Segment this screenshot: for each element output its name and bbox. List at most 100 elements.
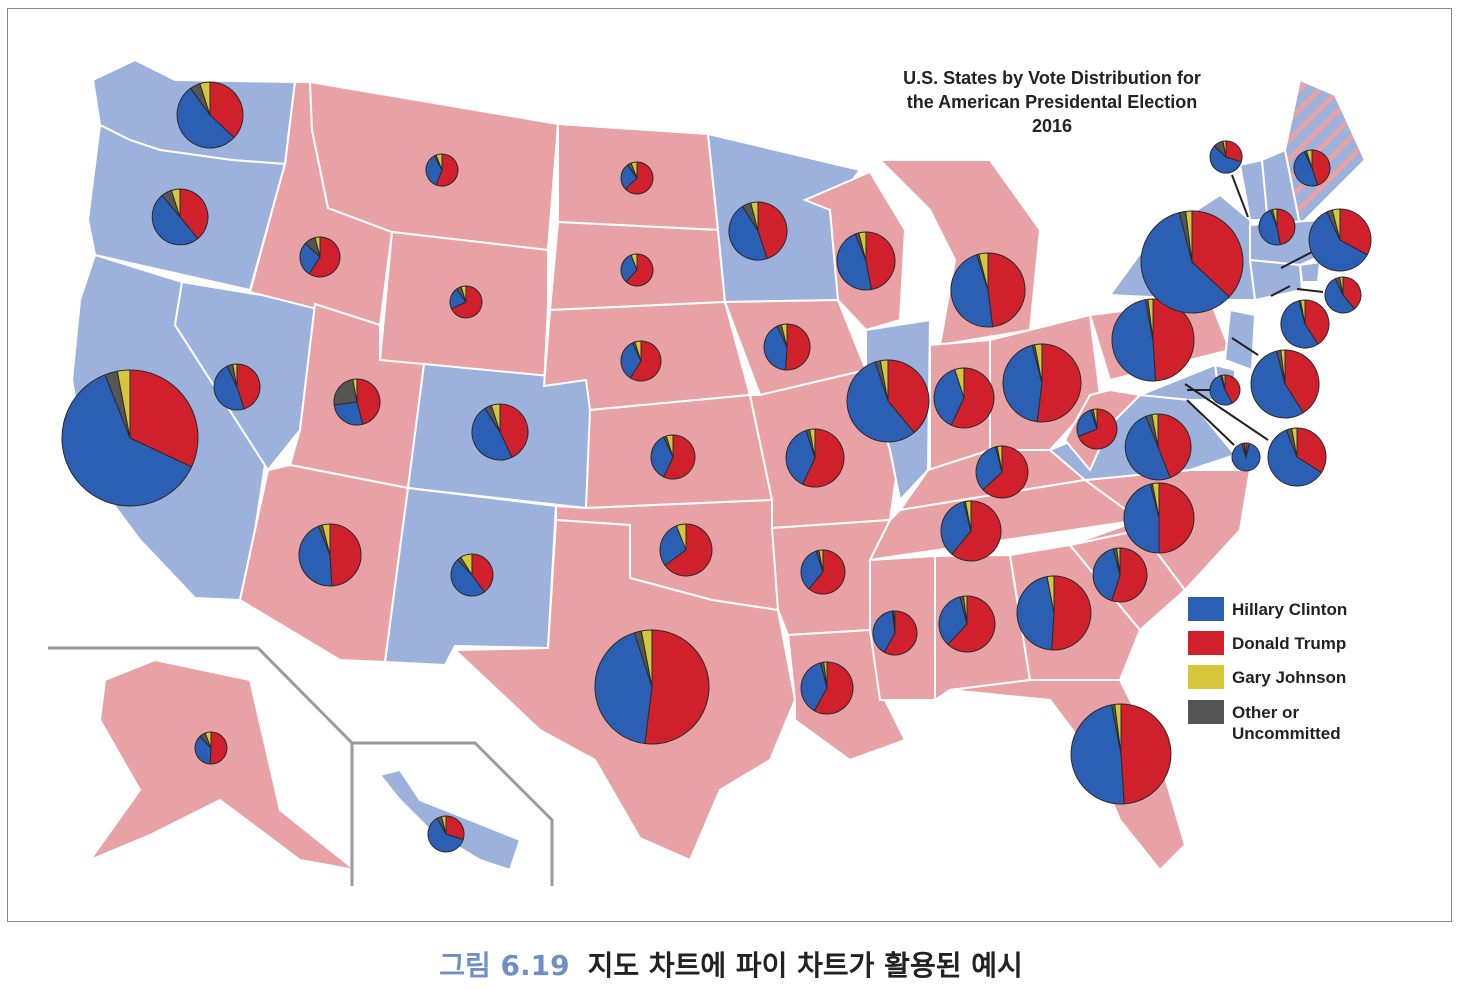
- pie-slice-ne-0: [620, 342, 642, 379]
- pie-slice-sd-0: [620, 254, 638, 283]
- pie-slice-mt-1: [435, 153, 459, 187]
- pie-nd: [620, 161, 654, 195]
- pie-nc: [1123, 482, 1195, 554]
- pie-slice-ri-2: [1339, 276, 1344, 296]
- pie-slice-ak-0: [194, 735, 212, 765]
- pie-slice-sd-2: [630, 253, 638, 271]
- pie-sd: [620, 253, 654, 287]
- legend-label-0: Hillary Clinton: [1232, 600, 1347, 619]
- title-line-2: 2016: [1032, 116, 1072, 136]
- pie-slice-or-0: [151, 194, 199, 246]
- pie-slice-vt-2: [1222, 140, 1227, 158]
- pie-slice-md-2: [1290, 427, 1298, 458]
- pie-ga: [1016, 575, 1092, 651]
- pie-slice-ar-0: [800, 550, 824, 590]
- pie-slice-sd-1: [625, 253, 654, 287]
- pie-slice-wv-2: [1092, 408, 1098, 430]
- pie-slice-ne-2: [634, 340, 642, 362]
- pie-mo: [785, 428, 845, 488]
- pie-mi: [950, 252, 1026, 328]
- pie-ar: [800, 549, 846, 595]
- pie-slice-la-0: [800, 662, 828, 712]
- state-shape-me: [1283, 78, 1367, 228]
- pie-slice-il-1: [887, 359, 930, 434]
- pie-slice-nm-1: [471, 553, 494, 593]
- pie-mn: [728, 201, 788, 261]
- pie-slice-ks-1: [662, 434, 696, 480]
- pie-slice-ky-2: [996, 445, 1003, 473]
- pie-slice-tn-0: [940, 501, 972, 555]
- pie-la: [800, 661, 854, 715]
- pie-charts: [61, 81, 1372, 853]
- pie-slice-ks-0: [650, 436, 674, 478]
- pie-slice-nm-0: [450, 558, 486, 597]
- state-shapes: [70, 58, 1367, 872]
- pie-dc: [1231, 442, 1261, 472]
- chart-title: U.S. States by Vote Distribution for the …: [903, 68, 1201, 136]
- pie-slice-id-2: [314, 236, 321, 258]
- pie-slice-ok-0: [659, 525, 687, 566]
- pie-fl: [1070, 703, 1172, 805]
- pie-slice-wa-0: [176, 87, 235, 149]
- pie-slice-ri-1: [1342, 276, 1362, 310]
- pie-slice-ky-1: [982, 445, 1029, 499]
- pie-slice-de-2: [1221, 374, 1226, 391]
- pie-slice-wa-1: [209, 81, 244, 139]
- pie-slice-mn-0: [728, 205, 768, 261]
- legend-label-1: Donald Trump: [1232, 634, 1346, 653]
- pie-slice-hi-0: [427, 817, 464, 853]
- pie-slice-pa-0: [1111, 299, 1157, 382]
- pie-slice-dc-2: [1243, 442, 1247, 458]
- pie-slice-ok-1: [664, 523, 713, 577]
- pie-slice-vt-1: [1225, 140, 1243, 163]
- pie-ak: [194, 731, 228, 765]
- pie-slice-ky-0: [975, 446, 1003, 491]
- inset-borders: [48, 646, 554, 886]
- pie-ut: [333, 378, 381, 426]
- pie-slice-ms-2: [893, 610, 896, 634]
- pie-slice-wy-2: [460, 285, 467, 303]
- pie-slice-ne-1: [629, 340, 662, 382]
- pie-slice-de-0: [1209, 375, 1233, 406]
- pie-slice-md-0: [1267, 429, 1323, 487]
- pie-slice-la-2: [823, 661, 828, 689]
- pie-tn: [940, 500, 1002, 562]
- pie-slice-co-0: [471, 407, 513, 461]
- pie-slice-nj-0: [1250, 350, 1304, 419]
- pie-slice-nd-1: [624, 161, 654, 195]
- pie-wy: [449, 285, 483, 319]
- pie-slice-tx-2: [640, 629, 653, 688]
- pie-slice-vt-0: [1209, 145, 1242, 174]
- pie-slice-mi-1: [987, 252, 1026, 328]
- pie-slice-ak-2: [204, 731, 212, 749]
- pie-slice-nj-2: [1280, 349, 1286, 385]
- caption-text: 지도 차트에 파이 차트가 활용된 예시: [587, 949, 1023, 982]
- pie-slice-ny-0: [1140, 211, 1230, 314]
- pie-il: [846, 359, 930, 443]
- pie-slice-oh-0: [1002, 344, 1043, 423]
- pie-slice-ga-0: [1016, 576, 1055, 651]
- pie-slice-oh-2: [1034, 343, 1043, 384]
- pie-slice-co-1: [499, 403, 529, 459]
- legend-swatch-2: [1188, 665, 1224, 689]
- pie-slice-wi-2: [858, 231, 867, 262]
- pie-ny: [1140, 210, 1244, 314]
- pie-nm: [450, 553, 494, 597]
- pie-ma: [1308, 208, 1372, 272]
- pie-slice-az-0: [298, 525, 333, 587]
- pie-slice-oh-1: [1036, 343, 1082, 423]
- pie-slice-la-1: [813, 661, 854, 715]
- pie-nv: [213, 363, 261, 411]
- pie-slice-ut-0: [333, 401, 364, 426]
- pie-co: [471, 403, 529, 461]
- us-election-map: U.S. States by Vote Distribution for the …: [48, 58, 1372, 886]
- pie-slice-tn-2: [964, 500, 972, 532]
- pie-slice-az-2: [321, 523, 331, 556]
- pie-slice-tx-1: [644, 629, 710, 745]
- pie-slice-wv-1: [1077, 408, 1118, 450]
- pie-slice-ri-0: [1324, 278, 1356, 314]
- pie-pa: [1111, 298, 1195, 382]
- pie-slice-wv-0: [1076, 409, 1098, 438]
- pie-slice-ny-2: [1185, 210, 1193, 263]
- pie-slice-ct-2: [1299, 299, 1306, 325]
